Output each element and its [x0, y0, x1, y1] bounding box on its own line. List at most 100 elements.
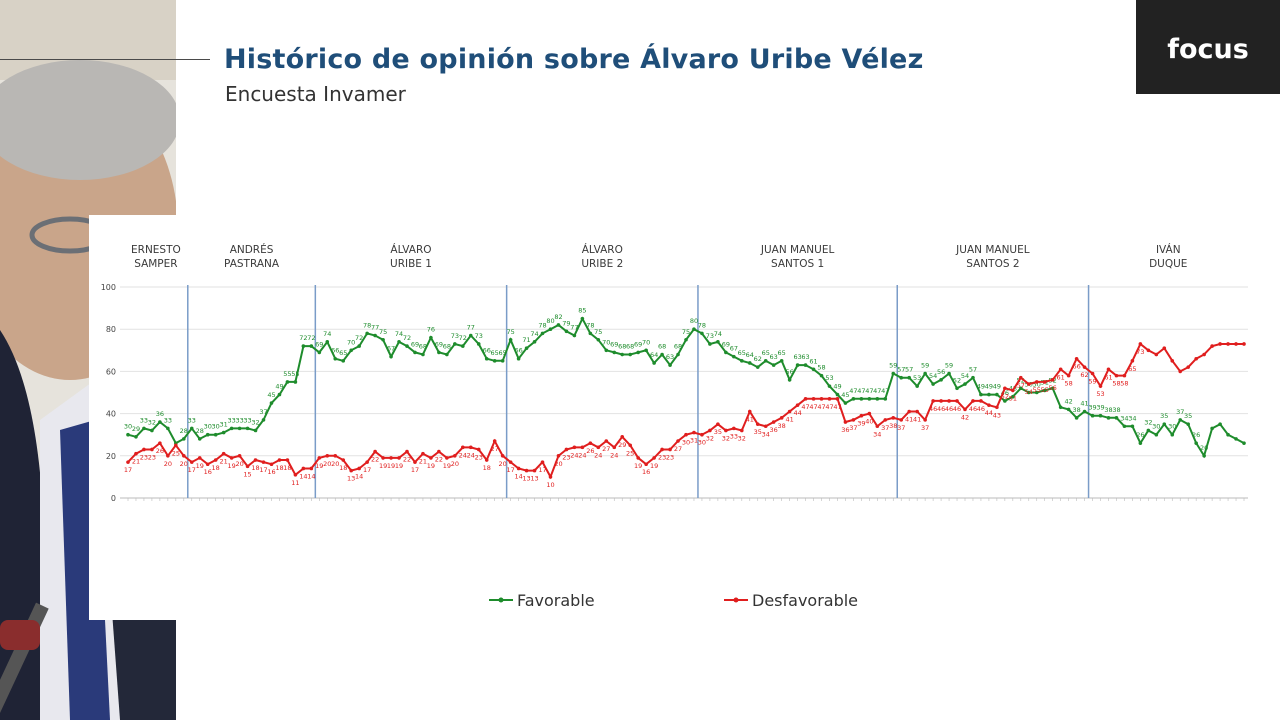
data-label: 55 [1041, 386, 1049, 394]
data-point [229, 426, 234, 431]
data-point [492, 439, 497, 443]
data-label: 11 [291, 479, 299, 487]
data-label: 65 [339, 349, 347, 357]
data-point [429, 456, 433, 460]
data-label: 47 [881, 387, 889, 395]
data-point [333, 356, 338, 361]
data-label: 20 [323, 460, 331, 468]
data-label: 32 [722, 434, 730, 442]
data-label: 33 [227, 416, 235, 424]
data-point [1122, 373, 1127, 378]
data-point [740, 359, 744, 363]
data-point [1194, 356, 1198, 361]
data-label: 18 [483, 464, 491, 472]
data-label: 24 [459, 451, 467, 459]
data-point [373, 449, 377, 454]
page-title: Histórico de opinión sobre Álvaro Uribe … [224, 44, 924, 75]
data-point [285, 380, 290, 384]
data-label: 49 [977, 383, 985, 391]
data-point [732, 354, 736, 359]
data-point [341, 359, 346, 363]
data-point [349, 348, 354, 353]
data-point [341, 458, 346, 462]
data-point [381, 456, 385, 460]
data-point [1218, 342, 1222, 346]
data-label: 19 [443, 462, 451, 470]
data-label: 25 [626, 449, 634, 457]
data-point [891, 416, 896, 420]
data-label: 72 [403, 334, 411, 342]
data-point [245, 426, 250, 431]
data-label: 65 [778, 349, 786, 357]
data-label: 26 [1136, 431, 1144, 439]
data-point [779, 359, 784, 363]
data-point [859, 397, 864, 401]
data-point [564, 329, 569, 334]
data-point [564, 447, 569, 452]
data-label: 46 [1001, 389, 1009, 397]
data-label: 40 [865, 418, 873, 426]
data-label: 23 [475, 453, 483, 461]
data-point [660, 352, 664, 357]
data-point [285, 458, 290, 462]
data-point [1138, 342, 1143, 346]
data-label: 41 [913, 415, 921, 423]
data-label: 33 [164, 416, 172, 424]
data-point [1154, 432, 1159, 437]
data-point [636, 350, 640, 355]
data-point [397, 340, 401, 344]
data-point [652, 456, 656, 460]
data-label: 36 [841, 426, 849, 434]
data-point [604, 439, 609, 443]
data-point [1106, 416, 1111, 420]
data-point [1082, 409, 1087, 414]
data-point [987, 403, 991, 407]
data-point [819, 373, 824, 378]
data-label: 47 [873, 387, 881, 395]
data-point [1178, 418, 1183, 422]
data-label: 55 [291, 370, 299, 378]
data-label: 71 [522, 336, 530, 344]
data-label: 68 [443, 343, 451, 351]
period-label: SAMPER [134, 258, 177, 270]
data-label: 49 [833, 383, 841, 391]
data-label: 76 [427, 326, 435, 334]
data-point [596, 445, 601, 450]
data-point [1114, 416, 1119, 420]
data-label: 78 [538, 321, 546, 329]
data-label: 32 [148, 418, 156, 426]
data-label: 19 [315, 462, 323, 470]
data-point [365, 331, 369, 336]
data-label: 23 [658, 453, 666, 461]
data-point [333, 454, 338, 458]
data-label: 78 [698, 321, 706, 329]
data-label: 85 [578, 307, 586, 315]
data-label: 77 [371, 324, 379, 332]
data-label: 23 [148, 453, 156, 461]
data-point [126, 432, 130, 437]
data-label: 67 [387, 345, 395, 353]
data-point [142, 426, 146, 431]
data-label: 80 [546, 317, 554, 325]
data-label: 68 [626, 343, 634, 351]
data-label: 17 [411, 466, 419, 474]
data-point [221, 451, 226, 456]
data-label: 13 [530, 475, 538, 483]
period-label: DUQUE [1149, 258, 1187, 270]
data-point [166, 426, 170, 431]
data-point [150, 447, 154, 452]
data-point [835, 397, 840, 401]
data-label: 17 [188, 466, 196, 474]
data-label: 65 [1128, 365, 1136, 373]
data-point [1074, 416, 1079, 420]
data-label: 21 [132, 458, 140, 466]
data-point [1130, 424, 1135, 429]
data-label: 74 [395, 330, 403, 338]
data-label: 58 [817, 364, 825, 372]
data-point [851, 418, 856, 422]
data-label: 59 [1088, 378, 1096, 386]
data-point [1026, 390, 1031, 395]
period-label: SANTOS 1 [771, 258, 824, 270]
data-point [277, 458, 282, 462]
data-point [1058, 405, 1063, 410]
